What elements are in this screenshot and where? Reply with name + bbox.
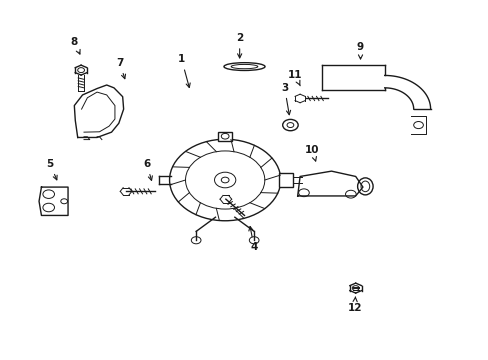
- Text: 2: 2: [236, 33, 243, 58]
- FancyBboxPatch shape: [278, 173, 293, 187]
- Text: 4: 4: [248, 226, 257, 252]
- Text: 10: 10: [305, 145, 319, 161]
- Text: 3: 3: [281, 83, 290, 115]
- Text: 12: 12: [347, 297, 361, 312]
- Text: 9: 9: [356, 42, 364, 59]
- Text: 11: 11: [287, 71, 302, 86]
- Text: 5: 5: [46, 159, 57, 180]
- Text: 6: 6: [143, 159, 152, 180]
- Text: 1: 1: [178, 54, 190, 87]
- Text: 8: 8: [71, 37, 80, 54]
- Text: 7: 7: [116, 58, 125, 79]
- FancyBboxPatch shape: [218, 132, 231, 141]
